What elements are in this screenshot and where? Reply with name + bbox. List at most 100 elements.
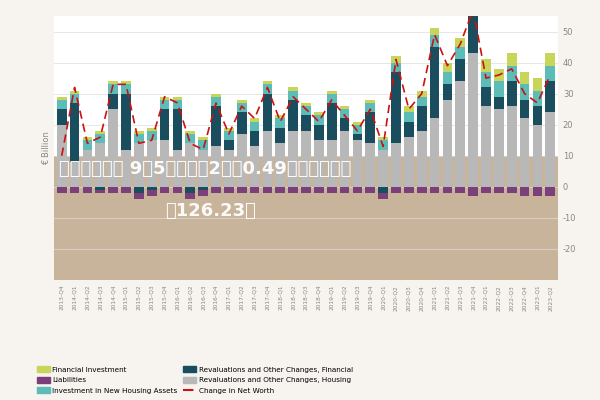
Bar bbox=[301, 131, 311, 187]
Bar bbox=[365, 100, 375, 103]
Bar bbox=[211, 97, 221, 106]
Bar bbox=[160, 97, 169, 100]
Bar bbox=[353, 140, 362, 187]
Bar bbox=[379, 193, 388, 199]
Bar bbox=[250, 146, 259, 187]
Bar bbox=[211, 187, 221, 193]
Bar bbox=[109, 81, 118, 84]
Text: 股票场外配资 9月5日崇达转2上涨0.49％，转股溢价: 股票场外配资 9月5日崇达转2上涨0.49％，转股溢价 bbox=[59, 160, 352, 178]
Bar bbox=[379, 187, 388, 193]
Bar bbox=[379, 150, 388, 187]
Bar bbox=[109, 94, 118, 109]
Bar bbox=[340, 118, 349, 131]
Bar bbox=[455, 47, 465, 60]
Bar bbox=[199, 187, 208, 190]
Bar bbox=[289, 88, 298, 90]
Bar bbox=[185, 134, 195, 143]
Bar bbox=[365, 143, 375, 187]
Bar bbox=[185, 143, 195, 187]
Bar bbox=[430, 28, 439, 35]
Bar bbox=[507, 106, 517, 187]
Bar bbox=[211, 146, 221, 187]
Bar bbox=[417, 131, 427, 187]
Legend: Financial Investment, Liabilities, Investment in New Housing Assets, Revaluation: Financial Investment, Liabilities, Inves… bbox=[34, 363, 356, 396]
Bar bbox=[443, 62, 452, 72]
Bar bbox=[185, 193, 195, 199]
Bar bbox=[224, 128, 233, 131]
Bar bbox=[109, 109, 118, 187]
Bar bbox=[391, 56, 401, 62]
Bar bbox=[545, 81, 555, 112]
Bar bbox=[494, 187, 503, 193]
Bar bbox=[379, 137, 388, 140]
Bar bbox=[391, 187, 401, 193]
Bar bbox=[57, 97, 67, 100]
Bar bbox=[199, 150, 208, 187]
Bar bbox=[404, 122, 413, 137]
Bar bbox=[237, 112, 247, 134]
Bar bbox=[533, 106, 542, 125]
Bar bbox=[70, 187, 79, 193]
Bar bbox=[121, 81, 131, 84]
Y-axis label: € Billion: € Billion bbox=[42, 131, 51, 165]
Bar bbox=[109, 84, 118, 94]
Bar bbox=[289, 90, 298, 100]
Bar bbox=[340, 187, 349, 193]
Bar bbox=[70, 162, 79, 187]
Bar bbox=[134, 134, 143, 143]
Bar bbox=[275, 118, 285, 128]
Bar bbox=[185, 131, 195, 134]
Bar bbox=[430, 118, 439, 187]
Bar bbox=[469, 187, 478, 196]
Bar bbox=[379, 140, 388, 150]
Bar bbox=[520, 72, 529, 84]
Bar bbox=[391, 72, 401, 143]
Bar bbox=[391, 143, 401, 187]
Bar bbox=[237, 187, 247, 193]
Bar bbox=[443, 84, 452, 100]
Bar bbox=[353, 122, 362, 125]
Bar bbox=[494, 97, 503, 109]
Bar bbox=[95, 143, 105, 187]
Bar bbox=[275, 187, 285, 193]
Bar bbox=[507, 187, 517, 193]
Bar bbox=[455, 38, 465, 47]
Bar bbox=[494, 69, 503, 81]
Bar bbox=[224, 140, 233, 150]
Bar bbox=[469, 0, 478, 13]
Bar bbox=[160, 109, 169, 140]
Bar bbox=[199, 190, 208, 196]
Bar bbox=[147, 190, 157, 196]
Bar bbox=[314, 112, 323, 115]
Bar bbox=[70, 103, 79, 162]
Bar bbox=[314, 140, 323, 187]
Bar bbox=[301, 187, 311, 193]
Bar bbox=[327, 187, 337, 193]
Bar bbox=[455, 60, 465, 81]
Bar bbox=[340, 131, 349, 187]
Bar bbox=[404, 187, 413, 193]
Bar bbox=[404, 137, 413, 187]
Bar bbox=[263, 81, 272, 84]
Bar bbox=[250, 118, 259, 122]
Bar bbox=[301, 115, 311, 131]
Bar bbox=[314, 115, 323, 125]
Bar bbox=[134, 131, 143, 134]
Bar bbox=[301, 103, 311, 106]
Bar bbox=[160, 140, 169, 187]
Bar bbox=[70, 94, 79, 103]
Text: 率126.23％: 率126.23％ bbox=[165, 202, 256, 220]
Bar bbox=[263, 131, 272, 187]
Bar bbox=[301, 106, 311, 115]
Bar bbox=[83, 137, 92, 140]
Bar bbox=[365, 103, 375, 112]
Bar bbox=[160, 100, 169, 109]
Bar bbox=[481, 106, 491, 187]
Bar bbox=[185, 187, 195, 193]
Bar bbox=[147, 140, 157, 187]
Bar bbox=[545, 66, 555, 81]
Bar bbox=[275, 115, 285, 118]
Bar bbox=[443, 187, 452, 193]
Bar bbox=[250, 122, 259, 131]
Bar bbox=[455, 187, 465, 193]
